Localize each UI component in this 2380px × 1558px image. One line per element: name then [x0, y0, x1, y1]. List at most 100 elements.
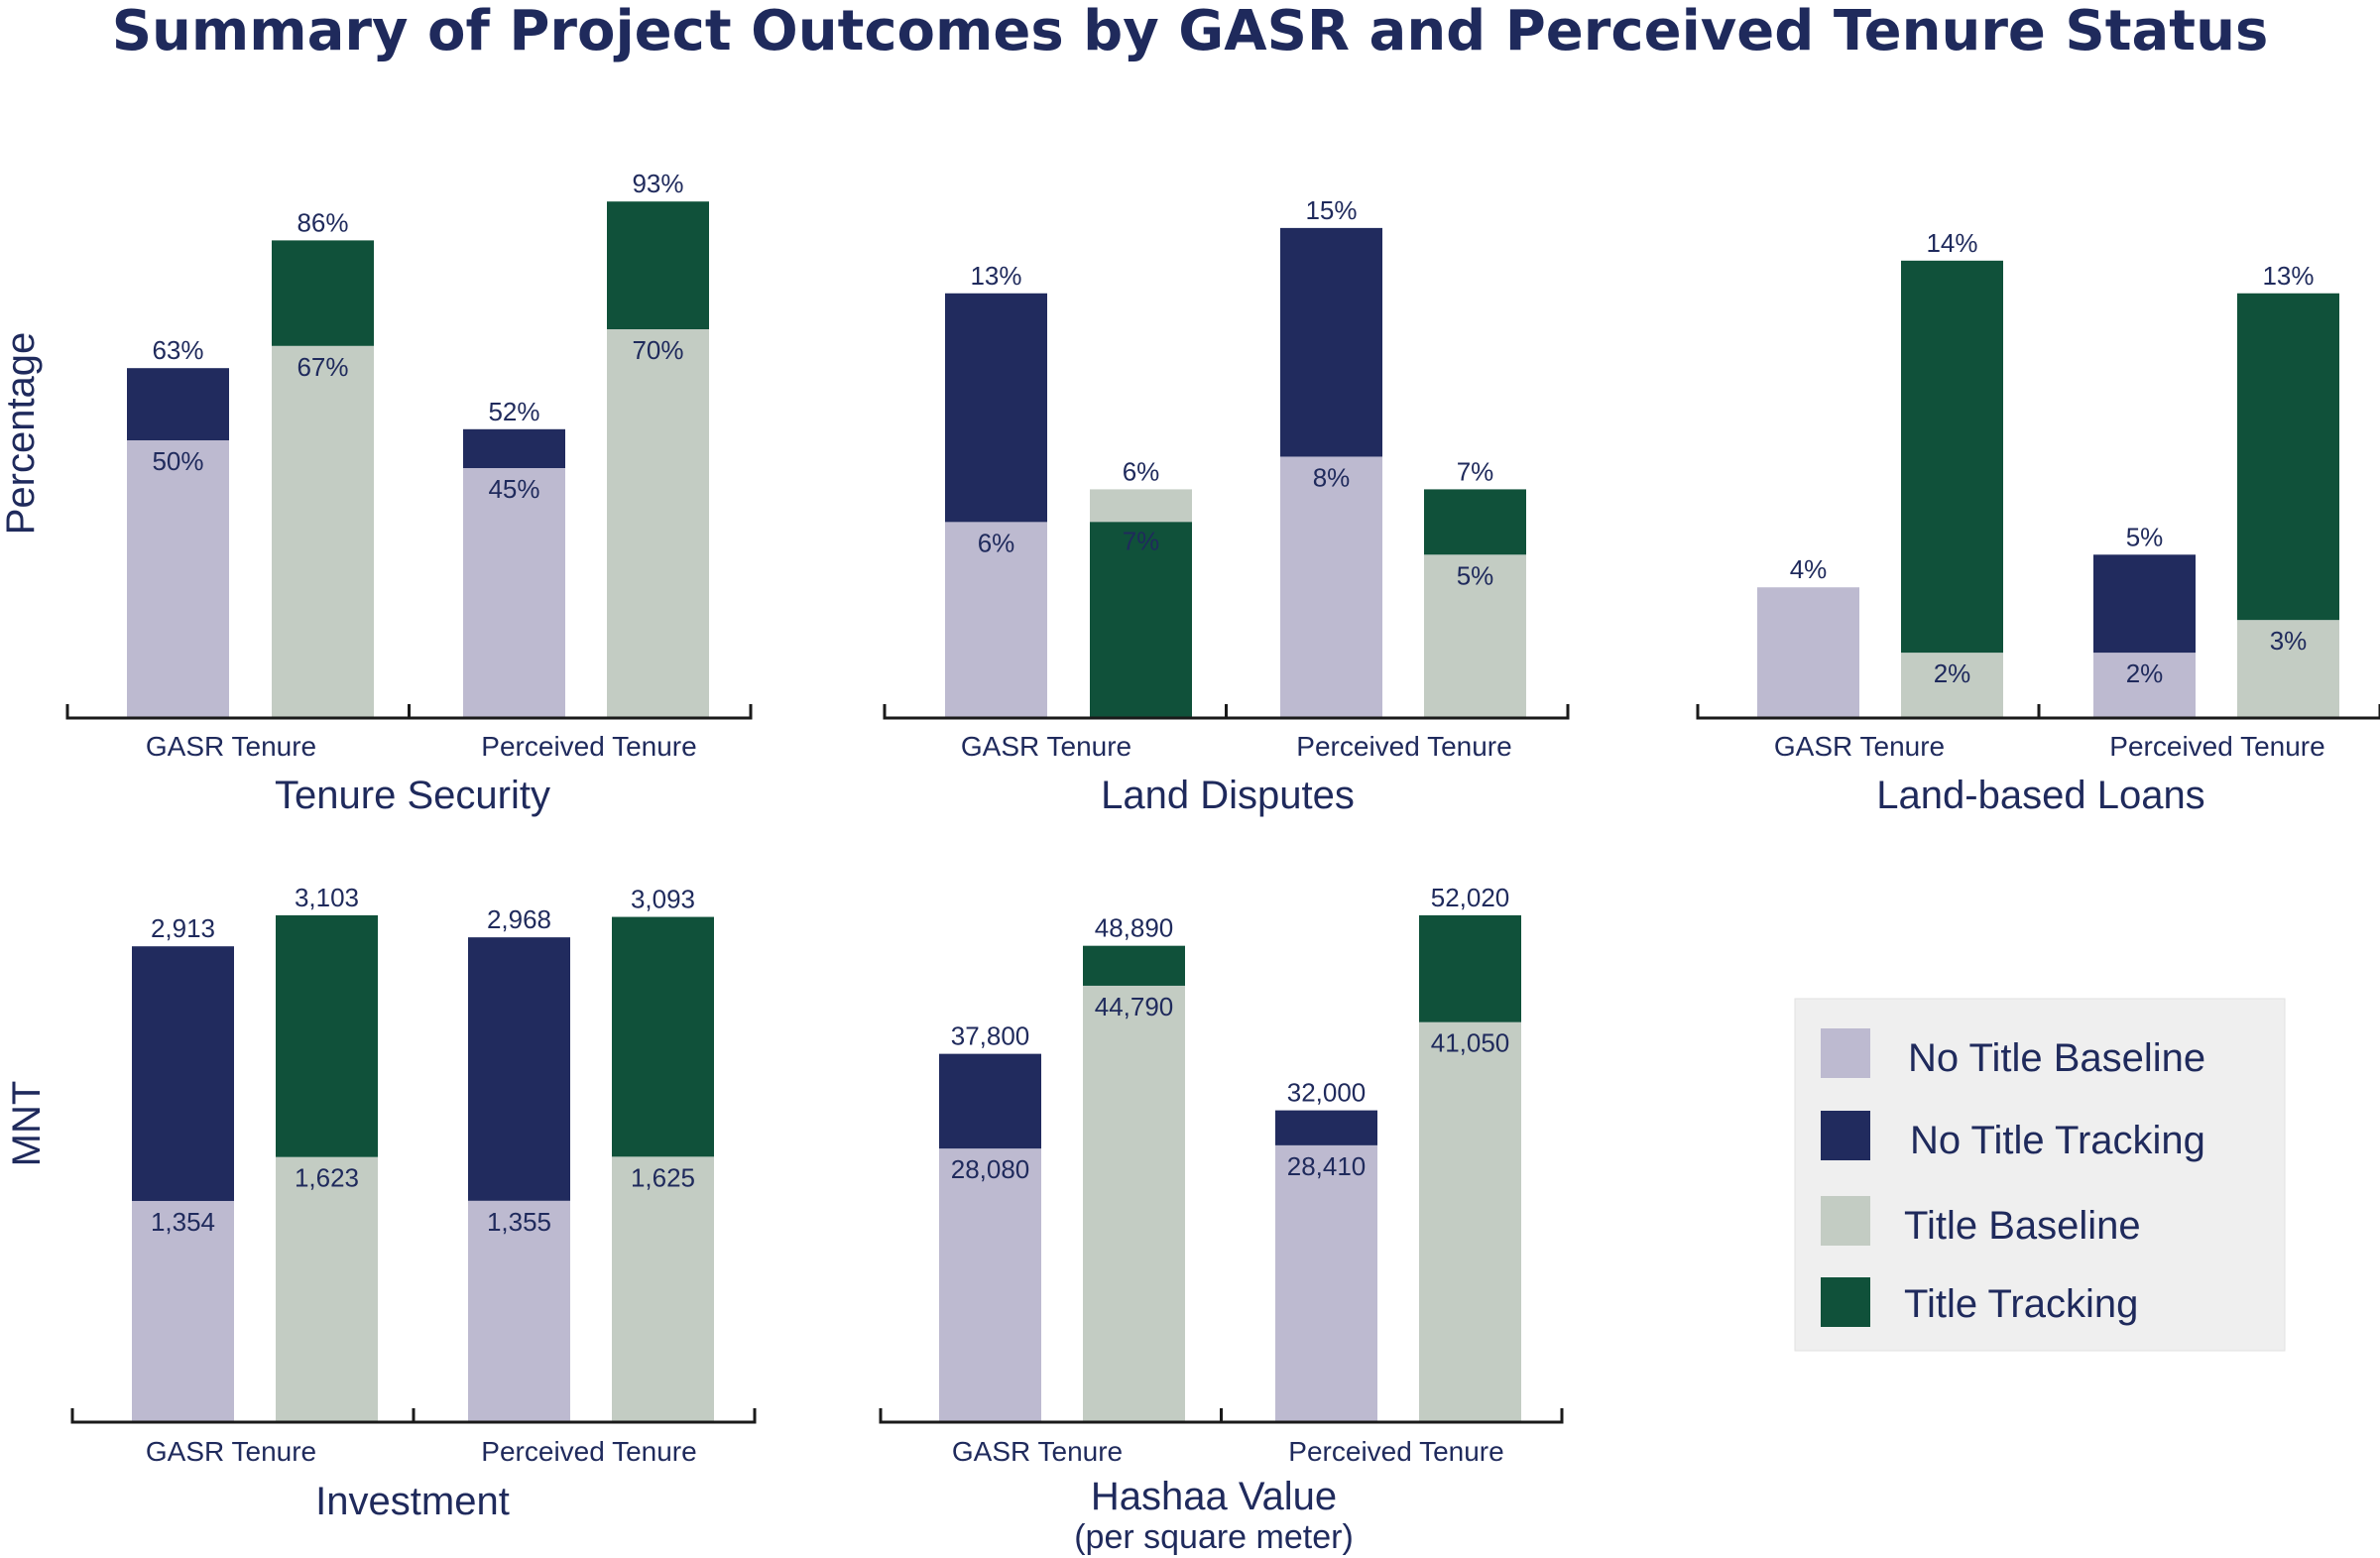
data-label-top: 52% [488, 397, 539, 426]
data-label-top: 48,890 [1095, 913, 1174, 943]
data-label-top: 7% [1457, 456, 1494, 486]
x-axis-line [70, 1408, 757, 1424]
bar-no-title-baseline [1280, 456, 1382, 718]
bar-no-title-tracking [939, 1053, 1041, 1149]
bar-title-baseline [1424, 554, 1526, 718]
data-label-top: 52,020 [1431, 883, 1510, 912]
bar-no-title-baseline [468, 1200, 570, 1422]
bar-no-title-tracking [1280, 227, 1382, 457]
data-label-inner: 44,790 [1095, 992, 1174, 1021]
data-label-top: 3,093 [631, 885, 695, 914]
panel-title: Hashaa Value [1091, 1475, 1337, 1518]
bar-group-title-gasr-tenure: 48,890 44,790 [1083, 913, 1185, 1422]
x-axis-line [65, 704, 753, 720]
bar-group-no-title-perceived-tenure: 15% 8% [1280, 195, 1382, 718]
bar-title-baseline [612, 1156, 714, 1422]
bar-title-baseline [276, 1156, 378, 1422]
x-tick-label-gasr-tenure: GASR Tenure [1774, 731, 1945, 762]
bar-no-title-baseline [2093, 653, 2196, 718]
data-label-inner: 5% [1457, 560, 1494, 590]
x-tick-label-gasr-tenure: GASR Tenure [952, 1436, 1123, 1467]
panel-hashaa-value: 37,800 28,080 48,890 44,790 32,000 28,410 52,0… [879, 883, 1564, 1556]
panel-tenure-security: 63% 50% 86% 67% 52% 45% 93% 70% GASR Tenure Perce… [65, 169, 753, 817]
bar-title-tracking [1419, 914, 1521, 1022]
bar-title-tracking [1901, 260, 2003, 654]
bar-title-tracking [1083, 945, 1185, 986]
data-label-top: 3,103 [295, 883, 359, 912]
data-label-inner: 70% [632, 335, 683, 365]
data-label-top: 86% [297, 207, 348, 237]
bar-group-title-perceived-tenure: 3,093 1,625 [612, 885, 714, 1422]
bar-group-title-perceived-tenure: 93% 70% [607, 169, 709, 718]
data-label-inner: 45% [488, 474, 539, 504]
data-label-top: 4% [1790, 554, 1828, 584]
bar-no-title-baseline [127, 440, 229, 718]
bar-no-title-tracking [463, 428, 565, 468]
bar-group-no-title-gasr-tenure: 2,913 1,354 [132, 913, 234, 1422]
data-label-inner: 3% [2270, 626, 2308, 656]
figure-title: Summary of Project Outcomes by GASR and … [112, 0, 2269, 63]
data-label-top: 13% [2262, 261, 2314, 291]
data-label-inner: 2% [2126, 659, 2164, 688]
bar-no-title-tracking [468, 937, 570, 1201]
data-label-top: 37,800 [951, 1021, 1030, 1051]
data-label-inner: 50% [152, 446, 203, 476]
x-tick-label-gasr-tenure: GASR Tenure [961, 731, 1131, 762]
bar-title-baseline [607, 329, 709, 718]
legend-item-no-title-tracking: No Title Tracking [1821, 1111, 2205, 1162]
bar-title-tracking [276, 914, 378, 1157]
panel-subtitle: (per square meter) [1074, 1518, 1354, 1556]
bar-title-baseline [1083, 985, 1185, 1422]
panel-title: Investment [315, 1480, 510, 1523]
bar-group-title-perceived-tenure: 13% 3% [2237, 261, 2339, 718]
bar-title-tracking [272, 240, 374, 346]
x-tick-label-perceived-tenure: Perceived Tenure [1296, 731, 1511, 762]
bar-no-title-baseline [945, 522, 1047, 718]
panel-title: Land Disputes [1101, 774, 1355, 817]
bar-title-tracking [612, 916, 714, 1157]
legend-label-no-title-tracking: No Title Tracking [1910, 1119, 2205, 1162]
data-label-top: 2,968 [487, 904, 551, 934]
data-label-inner: 1,355 [487, 1207, 551, 1237]
bar-group-no-title-perceived-tenure: 32,000 28,410 [1275, 1078, 1377, 1422]
bar-no-title-tracking [132, 946, 234, 1201]
panel-title: Tenure Security [275, 774, 550, 817]
panel-land-disputes: 13% 6% 6% 7% 15% 8% 7% 5% GASR Tenure Perceived T… [883, 195, 1570, 817]
x-tick-label-perceived-tenure: Perceived Tenure [2109, 731, 2324, 762]
panel-title: Land-based Loans [1876, 774, 2204, 817]
x-axis-line [883, 704, 1570, 720]
data-label-top: 93% [632, 169, 683, 198]
bar-no-title-tracking [2093, 554, 2196, 654]
panel-investment: 2,913 1,354 3,103 1,623 2,968 1,355 3,093 1,625… [70, 883, 757, 1523]
bar-no-title-baseline [939, 1148, 1041, 1422]
bar-group-title-gasr-tenure: 6% 7% [1090, 456, 1192, 718]
bar-no-title-baseline [132, 1200, 234, 1422]
legend: No Title Baseline No Title Tracking Titl… [1794, 998, 2286, 1352]
bar-group-no-title-perceived-tenure: 5% 2% [2093, 522, 2196, 718]
x-tick-label-perceived-tenure: Perceived Tenure [481, 731, 696, 762]
data-label-inner: 1,625 [631, 1162, 695, 1192]
bar-group-no-title-gasr-tenure: 63% 50% [127, 335, 229, 718]
legend-swatch-no-title-baseline [1821, 1028, 1870, 1078]
bar-group-title-gasr-tenure: 14% 2% [1901, 228, 2003, 718]
x-tick-label-perceived-tenure: Perceived Tenure [1288, 1436, 1503, 1467]
data-label-top: 13% [970, 261, 1021, 291]
bar-title-baseline [2237, 620, 2339, 718]
data-label-inner: 67% [297, 352, 348, 382]
x-axis-line [879, 1408, 1564, 1424]
bar-group-no-title-gasr-tenure: 37,800 28,080 [939, 1021, 1041, 1422]
bar-group-no-title-perceived-tenure: 52% 45% [463, 397, 565, 718]
bar-no-title-tracking [1275, 1110, 1377, 1145]
legend-label-title-baseline: Title Baseline [1904, 1204, 2141, 1248]
legend-item-title-tracking: Title Tracking [1821, 1277, 2138, 1327]
bar-title-tracking [1090, 522, 1192, 718]
data-label-top: 2,913 [151, 913, 215, 943]
bar-title-tracking [2237, 293, 2339, 621]
data-label-top: 14% [1926, 228, 1977, 258]
bar-no-title-baseline [1275, 1144, 1377, 1422]
data-label-inner: 1,623 [295, 1163, 359, 1193]
y-axis-label-percentage: Percentage [0, 332, 43, 536]
legend-item-title-baseline: Title Baseline [1821, 1196, 2141, 1248]
data-label-top: 32,000 [1287, 1078, 1367, 1108]
